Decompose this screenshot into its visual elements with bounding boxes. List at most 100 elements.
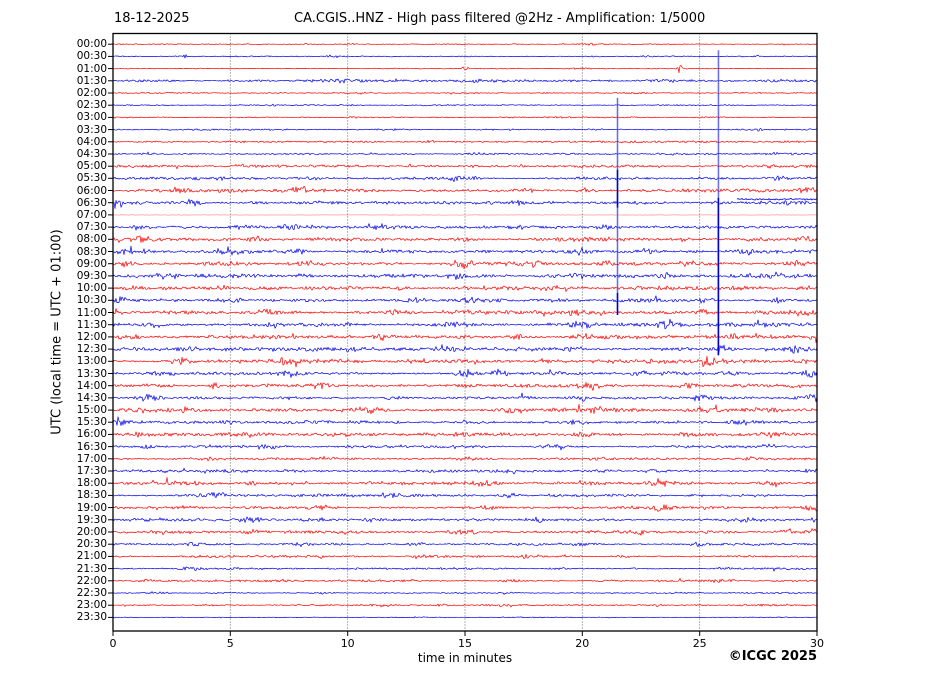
y-tick-label: 01:30 — [76, 74, 107, 87]
trace-row-11 — [112, 175, 818, 183]
y-tick-label: 19:00 — [76, 501, 107, 514]
trace-row-20 — [112, 284, 818, 292]
trace-row-35 — [112, 467, 818, 475]
trace-row-40 — [112, 528, 818, 536]
x-tick-label: 0 — [109, 637, 117, 650]
y-tick-label: 06:00 — [76, 184, 107, 197]
y-tick-label: 07:30 — [76, 221, 107, 234]
y-tick-label: 22:30 — [76, 587, 107, 599]
y-tick-label: 20:00 — [76, 526, 107, 538]
y-tick-label: 21:00 — [76, 550, 107, 563]
trace-row-16 — [112, 235, 818, 243]
trace-row-46 — [112, 603, 818, 608]
trace-row-38 — [112, 504, 818, 512]
offset-trace-segment — [736, 197, 818, 201]
trace-row-30 — [112, 403, 818, 415]
trace-row-33 — [112, 443, 817, 451]
trace-row-13 — [112, 198, 818, 209]
y-tick-label: 15:00 — [76, 404, 107, 417]
trace-row-36 — [112, 477, 818, 488]
trace-row-15 — [112, 223, 818, 231]
trace-row-21 — [112, 295, 818, 304]
trace-row-44 — [112, 578, 818, 583]
plot-border — [112, 32, 818, 632]
y-tick-label: 04:00 — [76, 135, 107, 148]
trace-row-5 — [112, 103, 818, 107]
trace-row-26 — [112, 355, 818, 368]
y-tick-label: 03:30 — [76, 123, 107, 136]
trace-row-8 — [112, 139, 818, 144]
trace-row-31 — [112, 416, 818, 426]
x-tick-label: 25 — [692, 637, 707, 650]
trace-row-42 — [113, 554, 818, 560]
y-tick-label: 19:30 — [76, 513, 107, 526]
y-tick-label: 17:00 — [76, 452, 107, 465]
trace-row-7 — [112, 128, 818, 132]
trace-row-18 — [112, 259, 818, 270]
trace-row-4 — [112, 91, 817, 95]
y-tick-label: 09:00 — [76, 257, 107, 270]
y-tick-label: 18:00 — [76, 477, 107, 490]
y-tick-label: 02:30 — [76, 99, 107, 112]
trace-row-39 — [112, 516, 818, 523]
trace-row-2 — [112, 65, 818, 74]
y-tick-label: 05:00 — [76, 160, 107, 173]
trace-row-43 — [112, 566, 818, 572]
trace-row-3 — [112, 78, 818, 84]
y-tick-label: 08:30 — [76, 245, 107, 258]
trace-row-24 — [112, 332, 818, 344]
date-label: 18-12-2025 — [114, 11, 190, 26]
trace-row-12 — [112, 185, 818, 194]
x-tick-label: 20 — [575, 637, 590, 650]
y-tick-label: 16:30 — [76, 440, 107, 453]
y-tick-label: 09:30 — [76, 269, 107, 282]
y-tick-label: 10:00 — [76, 282, 107, 295]
y-tick-label: 17:30 — [76, 465, 107, 477]
trace-row-41 — [112, 541, 817, 548]
y-tick-label: 12:00 — [76, 330, 107, 343]
trace-row-25 — [112, 344, 818, 354]
x-axis-label: time in minutes — [417, 651, 513, 665]
x-tick-label: 30 — [810, 637, 824, 650]
trace-row-10 — [112, 163, 818, 170]
y-tick-label: 23:30 — [76, 611, 107, 624]
page-title: CA.CGIS..HNZ - High pass filtered @2Hz -… — [294, 11, 706, 26]
y-tick-label: 14:00 — [76, 379, 107, 392]
trace-row-0 — [113, 42, 818, 46]
y-tick-label: 15:30 — [76, 416, 107, 429]
x-tick-label: 15 — [458, 637, 472, 650]
y-tick-label: 14:30 — [76, 391, 107, 404]
trace-row-14 — [112, 213, 817, 216]
y-tick-label: 11:00 — [76, 306, 107, 319]
y-tick-label: 13:00 — [76, 355, 107, 368]
y-tick-label: 05:30 — [76, 172, 107, 185]
y-tick-label: 07:00 — [76, 208, 107, 221]
y-tick-label: 01:00 — [76, 62, 107, 75]
y-tick-label: 16:00 — [76, 428, 107, 441]
y-tick-label: 11:30 — [76, 318, 107, 331]
trace-row-34 — [112, 455, 818, 462]
y-tick-label: 18:30 — [76, 489, 107, 502]
y-tick-label: 06:30 — [76, 196, 107, 209]
y-tick-label: 21:30 — [76, 562, 107, 575]
x-tick-label: 5 — [226, 637, 234, 650]
trace-row-6 — [112, 116, 818, 119]
y-tick-label: 22:00 — [76, 574, 107, 587]
trace-row-1 — [113, 54, 818, 59]
y-tick-label: 12:30 — [76, 343, 107, 356]
trace-row-17 — [112, 245, 818, 256]
y-tick-label: 23:00 — [76, 599, 107, 612]
trace-row-23 — [112, 318, 818, 330]
y-tick-label: 08:00 — [76, 233, 107, 246]
y-tick-label: 20:30 — [76, 538, 107, 551]
y-tick-label: 02:00 — [76, 87, 107, 99]
copyright-label: ©ICGC 2025 — [728, 649, 817, 664]
trace-row-45 — [113, 591, 818, 595]
trace-row-29 — [112, 392, 818, 403]
trace-row-47 — [112, 616, 818, 619]
trace-row-37 — [112, 492, 818, 499]
y-tick-label: 10:30 — [76, 294, 107, 307]
trace-row-32 — [112, 431, 818, 439]
